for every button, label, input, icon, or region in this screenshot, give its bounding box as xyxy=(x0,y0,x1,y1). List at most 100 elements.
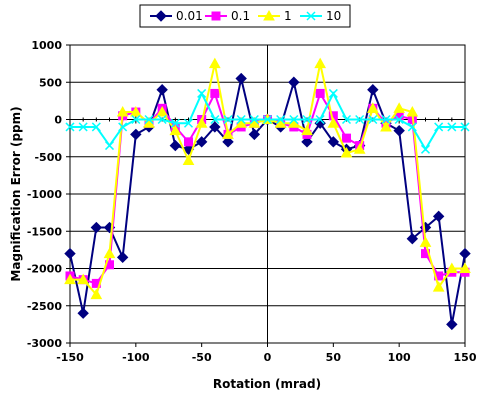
marker-stroke xyxy=(157,114,167,125)
legend-marker xyxy=(211,11,221,21)
marker-stroke xyxy=(104,141,115,151)
data-point xyxy=(460,122,470,132)
y-tick-label: 500 xyxy=(39,76,62,89)
marker-stroke xyxy=(306,11,316,21)
x-tick-label: -150 xyxy=(56,351,84,364)
data-point xyxy=(248,128,261,141)
data-point xyxy=(236,114,246,125)
data-point xyxy=(340,146,353,158)
data-point xyxy=(103,247,116,259)
data-point xyxy=(327,136,340,148)
data-point xyxy=(118,122,128,132)
marker-stroke xyxy=(91,122,101,132)
marker-stroke xyxy=(262,114,273,125)
data-point xyxy=(327,117,340,128)
marker-stroke xyxy=(236,114,246,125)
marker-stroke xyxy=(447,122,457,132)
y-tick-label: -2500 xyxy=(27,300,63,313)
x-tick-label: 50 xyxy=(326,351,342,364)
marker-stroke xyxy=(355,114,365,125)
data-point xyxy=(77,273,90,285)
data-point xyxy=(328,88,338,98)
y-tick-label: -3000 xyxy=(27,337,63,350)
data-point xyxy=(90,221,103,234)
data-point xyxy=(380,120,392,132)
data-point xyxy=(182,154,195,165)
data-point xyxy=(419,236,432,247)
marker-stroke xyxy=(328,88,338,98)
data-point xyxy=(353,143,366,154)
legend-marker xyxy=(306,11,316,21)
x-tick-label: 0 xyxy=(264,351,272,364)
y-tick-label: -1000 xyxy=(27,188,63,201)
data-point xyxy=(314,57,327,69)
data-point xyxy=(315,114,325,125)
data-point xyxy=(459,262,471,273)
data-point xyxy=(195,117,208,128)
data-point xyxy=(276,114,286,125)
y-tick-label: -1500 xyxy=(27,225,63,238)
data-point xyxy=(393,102,406,113)
data-point xyxy=(129,106,142,117)
data-point xyxy=(222,136,234,148)
data-point xyxy=(420,144,431,154)
data-point xyxy=(381,114,391,125)
marker-stroke xyxy=(381,114,391,125)
data-point xyxy=(144,114,154,125)
data-point xyxy=(184,137,193,147)
data-point xyxy=(262,114,273,125)
data-point xyxy=(342,133,351,143)
y-axis-title: Magnification Error (ppm) xyxy=(9,106,23,281)
marker-stroke xyxy=(65,122,75,132)
data-point xyxy=(210,88,220,98)
marker-stroke xyxy=(302,114,312,125)
data-point xyxy=(64,273,76,285)
data-point xyxy=(91,122,101,132)
data-point xyxy=(314,117,326,129)
data-point xyxy=(116,251,129,264)
y-tick-label: 0 xyxy=(54,114,62,127)
data-point xyxy=(407,122,417,132)
legend-box xyxy=(139,4,351,28)
data-point xyxy=(157,114,167,125)
marker-stroke xyxy=(420,144,431,154)
axes: 10005000-500-1000-1500-2000-2500-3000-15… xyxy=(27,39,477,364)
data-point xyxy=(288,76,300,88)
y-tick-label: 1000 xyxy=(31,39,62,52)
data-point xyxy=(210,114,220,125)
series-3 xyxy=(65,88,470,154)
marker-stroke xyxy=(368,114,378,125)
legend-marker xyxy=(155,10,167,22)
marker-stroke xyxy=(144,114,154,125)
legend-marker xyxy=(263,9,275,21)
data-point xyxy=(222,128,234,139)
x-tick-label: -100 xyxy=(122,351,150,364)
marker-stroke xyxy=(223,114,233,125)
marker-stroke xyxy=(341,114,352,125)
marker-stroke xyxy=(394,114,404,125)
legend-label: 10 xyxy=(326,9,341,23)
data-point xyxy=(156,106,169,117)
y-tick-label: -500 xyxy=(34,151,62,164)
data-point xyxy=(394,114,404,125)
data-point xyxy=(116,106,129,117)
x-axis-title: Rotation (mrad) xyxy=(213,377,321,391)
data-point xyxy=(77,307,89,319)
data-point xyxy=(223,114,233,125)
marker-stroke xyxy=(183,118,194,128)
data-point xyxy=(249,114,259,125)
legend-label: 0.01 xyxy=(176,9,203,23)
x-tick-label: -50 xyxy=(192,351,212,364)
data-point xyxy=(366,102,379,113)
data-point xyxy=(301,124,313,136)
data-point xyxy=(90,288,103,300)
legend-label: 1 xyxy=(284,9,292,23)
data-point xyxy=(406,106,419,117)
legend-entry-1: 0.1 xyxy=(205,9,250,23)
data-point xyxy=(169,124,182,136)
data-point xyxy=(393,124,405,137)
y-tick-label: -2000 xyxy=(27,263,63,276)
data-point xyxy=(355,114,365,125)
legend: 0.01 0.1 1 10 xyxy=(139,4,351,28)
